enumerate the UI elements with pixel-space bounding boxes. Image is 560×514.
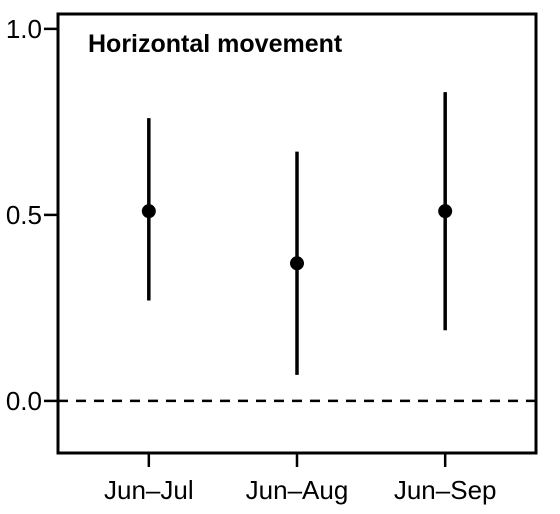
y-tick-label: 0.5 [6,200,42,230]
x-axis: Jun–Jul Jun–Aug Jun–Sep [104,453,497,505]
data-layer [141,92,453,375]
y-tick-label: 0.0 [6,386,42,416]
data-point [438,204,453,219]
data-point [290,256,304,271]
y-tick-label: 1.0 [6,14,42,44]
data-point [141,204,156,219]
y-axis: 0.0 0.5 1.0 [6,14,58,416]
chart-title: Horizontal movement [88,30,343,58]
x-tick-label: Jun–Aug [246,475,349,505]
x-tick-label: Jun–Sep [394,475,497,505]
x-tick-label: Jun–Jul [104,475,194,505]
